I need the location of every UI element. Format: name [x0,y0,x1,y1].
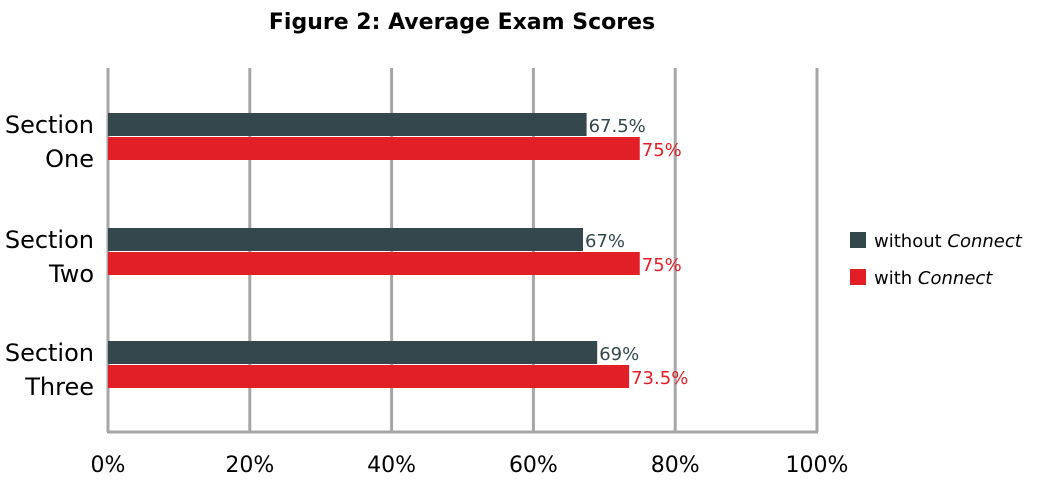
bar [108,113,587,136]
category-label: Section [5,339,94,367]
data-label: 69% [599,344,639,365]
category-label: One [45,145,94,173]
category-label: Section [5,226,94,254]
x-tick-label: 100% [786,453,849,478]
data-label: 75% [642,140,682,161]
data-label: 67.5% [589,116,646,137]
data-label: 67% [585,231,625,252]
x-tick-label: 0% [91,453,126,478]
category-label: Three [24,373,94,401]
bars: 67.5% 75% 67% 75% 69% 73.5% [108,113,688,389]
legend-label: without Connect [874,231,1023,252]
x-tick-label: 20% [225,453,274,478]
bar [108,252,640,275]
x-tick-labels: 0% 20% 40% 60% 80% 100% [91,453,849,478]
x-tick-label: 40% [367,453,416,478]
legend-swatch [850,232,866,248]
bar [108,341,598,364]
bar [108,228,584,251]
legend-swatch [850,269,866,285]
bar [108,137,640,160]
category-label: Two [48,260,94,288]
legend: without Connect with Connect [850,231,1023,289]
data-label: 75% [642,255,682,276]
chart-title: Figure 2: Average Exam Scores [269,10,655,35]
x-tick-label: 60% [509,453,558,478]
data-label: 73.5% [631,368,688,389]
legend-label: with Connect [874,268,993,289]
bar [108,365,630,388]
category-label: Section [5,111,94,139]
category-labels: Section One Section Two Section Three [5,111,94,401]
x-tick-label: 80% [651,453,700,478]
